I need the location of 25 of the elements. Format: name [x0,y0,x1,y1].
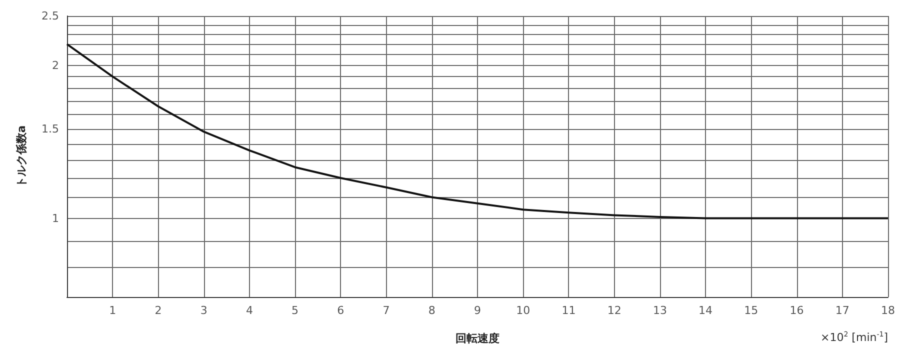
x-tick-label: 1 [109,304,116,317]
x-tick-label: 16 [790,304,804,317]
x-tick-label: 8 [428,304,436,317]
y-tick-label: 1 [52,212,59,225]
x-tick-label: 5 [292,304,299,317]
y-axis-title: トルク係数a [15,125,28,188]
y-tick-label: 2 [52,58,59,72]
x-tick-label: 15 [744,304,758,317]
x-tick-label: 9 [474,304,481,317]
x-tick-label: 12 [607,304,622,317]
x-tick-label: 17 [835,304,850,317]
x-tick-label: 10 [516,304,530,317]
x-tick-label: 3 [200,304,208,317]
y-tick-label: 2.5 [42,10,59,22]
x-tick-label: 4 [246,304,253,317]
x-tick-label: 18 [881,304,895,317]
x-tick-label: 14 [698,304,713,317]
y-tick-label: 1.5 [42,122,59,136]
x-tick-label: 13 [652,304,667,317]
x-tick-label: 7 [382,304,390,317]
line-series [66,43,889,220]
x-axis-title: 回転速度 [456,332,500,345]
x-tick-label: 6 [337,304,344,317]
x-tick-label: 11 [562,304,576,317]
x-tick-label: 2 [154,304,162,317]
